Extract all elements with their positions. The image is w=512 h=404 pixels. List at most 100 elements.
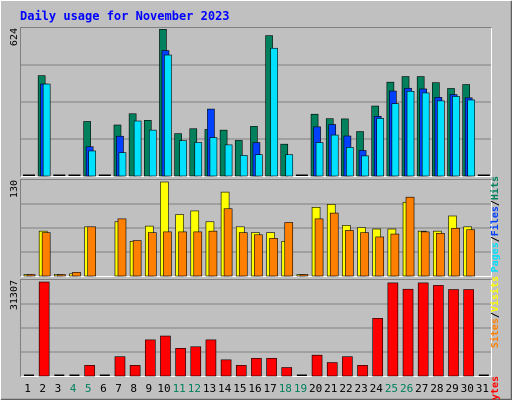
kbytes-zero-mark <box>99 374 110 376</box>
pages-bar <box>133 120 142 177</box>
sites-bar <box>238 232 248 277</box>
sites-bar <box>405 196 415 277</box>
day-label-10: 10 <box>157 382 170 395</box>
kbytes-zero-mark <box>54 374 65 376</box>
day-label-31: 31 <box>476 382 489 395</box>
sites-bar <box>41 232 51 277</box>
kbytes-bar <box>190 346 202 377</box>
day-label-9: 9 <box>146 382 153 395</box>
kbytes-bar <box>342 356 353 377</box>
sites-bar <box>178 231 187 277</box>
legend-hits: Pages/Files/Hits <box>489 176 501 272</box>
pages-bar <box>255 154 263 177</box>
sites-bar <box>117 218 127 277</box>
sites-bar <box>193 231 203 277</box>
sites-bar <box>284 222 294 277</box>
day-label-21: 21 <box>324 382 337 395</box>
chart-marks: 624Pages/Files/Hits130Sites/Visits31307K… <box>9 28 501 404</box>
legend-separator: / <box>490 236 501 242</box>
hits-zero-mark <box>23 174 35 176</box>
hits-zero-mark <box>295 174 308 176</box>
kbytes-zero-mark <box>24 374 34 376</box>
sites-bar <box>360 232 369 277</box>
day-label-7: 7 <box>115 382 122 395</box>
sites-bar <box>163 231 172 277</box>
sites-bar <box>345 230 354 277</box>
kbytes-zero-mark <box>296 374 307 376</box>
panel-edge-hits <box>21 28 492 177</box>
sites-bar <box>314 218 324 277</box>
day-label-15: 15 <box>233 382 246 395</box>
kbytes-bar <box>84 365 95 377</box>
kbytes-bar <box>281 367 293 377</box>
sites-bar <box>254 234 263 277</box>
hits-zero-mark <box>98 174 111 176</box>
day-label-14: 14 <box>218 382 232 395</box>
pages-bar <box>239 155 248 177</box>
day-label-28: 28 <box>430 382 443 395</box>
sites-bar <box>451 227 460 277</box>
legend-visits: Sites/Visits <box>489 276 501 348</box>
panel-edge-kbytes <box>21 280 492 377</box>
sites-bar <box>299 274 309 277</box>
day-label-3: 3 <box>55 382 62 395</box>
pages-bar <box>148 129 157 177</box>
day-label-5: 5 <box>85 382 92 395</box>
day-label-27: 27 <box>415 382 428 395</box>
pages-bar <box>467 99 475 177</box>
pages-bar <box>361 155 369 177</box>
pages-bar <box>164 54 172 177</box>
day-label-12: 12 <box>188 382 201 395</box>
kbytes-bar <box>114 356 126 377</box>
kbytes-bar <box>160 335 171 377</box>
pages-bar <box>270 47 278 177</box>
kbytes-bar <box>251 358 262 377</box>
pages-bar <box>437 100 445 177</box>
pages-bar <box>224 144 233 177</box>
panel-border-kbytes <box>20 279 492 377</box>
sites-bar <box>208 230 218 277</box>
sites-bar <box>147 232 157 277</box>
kbytes-bar <box>448 289 459 377</box>
pages-bar <box>209 137 218 177</box>
pages-bar <box>391 103 400 177</box>
kbytes-bar <box>387 282 399 377</box>
kbytes-bar <box>205 339 217 377</box>
sites-bar <box>420 231 430 277</box>
max-label-kbytes: 31307 <box>9 280 20 310</box>
kbytes-bar <box>129 365 141 377</box>
day-label-17: 17 <box>264 382 277 395</box>
hits-zero-mark <box>53 174 66 176</box>
day-label-18: 18 <box>279 382 292 395</box>
hits-zero-mark <box>68 174 81 176</box>
day-label-1: 1 <box>24 382 31 395</box>
kbytes-bar <box>433 285 444 377</box>
pages-bar <box>376 118 385 177</box>
legend-entry-files: Files <box>489 206 501 236</box>
kbytes-bar <box>220 359 232 377</box>
kbytes-zero-mark <box>69 374 80 376</box>
day-label-30: 30 <box>461 382 474 395</box>
day-label-22: 22 <box>339 382 352 395</box>
kbytes-bar <box>175 348 186 377</box>
pages-bar <box>194 142 203 177</box>
kbytes-bar <box>402 288 414 377</box>
pages-bar <box>346 147 354 177</box>
sites-bar <box>87 226 96 277</box>
kbytes-bar <box>357 365 368 377</box>
day-label-13: 13 <box>203 382 216 395</box>
legend-entry-visits: Visits <box>489 276 501 312</box>
day-label-19: 19 <box>294 382 307 395</box>
sites-bar <box>223 208 233 277</box>
kbytes-bar <box>372 318 384 377</box>
pages-bar <box>88 150 96 177</box>
legend-entry-pages: Pages <box>490 242 501 272</box>
day-label-6: 6 <box>100 382 107 395</box>
legend-separator: / <box>490 200 501 206</box>
day-label-23: 23 <box>355 382 368 395</box>
kbytes-zero-mark <box>478 374 489 376</box>
hits-zero-mark <box>477 174 490 176</box>
sites-bar <box>466 229 475 277</box>
day-label-8: 8 <box>130 382 137 395</box>
